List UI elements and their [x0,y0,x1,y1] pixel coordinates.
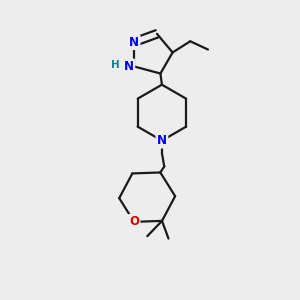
Text: N: N [129,36,139,49]
Text: N: N [124,60,134,73]
Text: H: H [112,60,120,70]
Text: O: O [129,215,139,228]
Text: N: N [157,134,167,147]
